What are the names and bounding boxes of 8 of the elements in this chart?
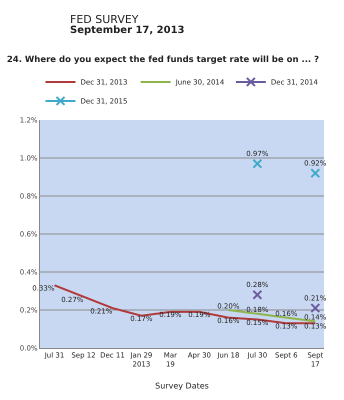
point — [310, 168, 320, 178]
chart-title: 24. Where do you expect the fed funds target rate will be on ... ? — [6, 54, 320, 65]
x-axis-title: Survey Dates — [155, 382, 209, 391]
text: FED SURVEY — [70, 13, 139, 26]
text: September 17, 2013 — [70, 25, 185, 36]
point — [252, 290, 262, 300]
point — [310, 303, 320, 314]
point — [252, 158, 262, 169]
